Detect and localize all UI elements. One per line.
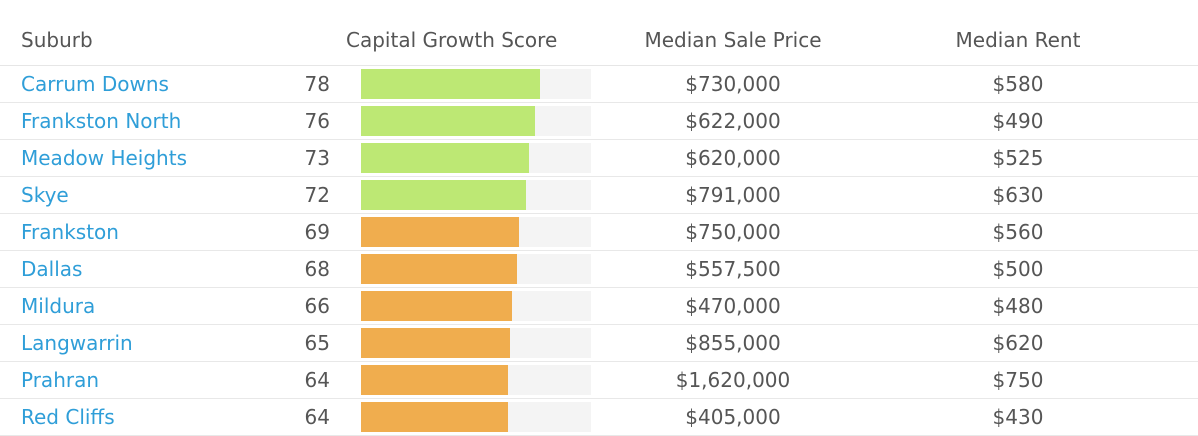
suburb-link[interactable]: Mildura <box>21 294 96 318</box>
median-sale-price: $1,620,000 <box>675 368 791 392</box>
score-bar-track <box>361 180 591 210</box>
score-value: 72 <box>304 183 330 207</box>
table-row: Skye 72 $791,000 $630 <box>0 177 1198 214</box>
score-value: 64 <box>304 368 330 392</box>
suburb-link[interactable]: Prahran <box>21 368 100 392</box>
median-rent: $525 <box>992 146 1044 170</box>
score-bar-track <box>361 106 591 136</box>
score-value: 65 <box>304 331 330 355</box>
score-bar-fill <box>361 402 508 432</box>
score-bar-fill <box>361 291 512 321</box>
suburb-link[interactable]: Frankston <box>21 220 119 244</box>
median-rent: $430 <box>992 405 1044 429</box>
median-sale-price: $750,000 <box>685 220 781 244</box>
score-bar-fill <box>361 328 510 358</box>
median-rent: $620 <box>992 331 1044 355</box>
score-bar-track <box>361 365 591 395</box>
suburb-link[interactable]: Meadow Heights <box>21 146 187 170</box>
median-rent: $490 <box>992 109 1044 133</box>
score-bar-fill <box>361 180 526 210</box>
score-value: 76 <box>304 109 330 133</box>
score-value: 69 <box>304 220 330 244</box>
median-rent: $630 <box>992 183 1044 207</box>
score-value: 73 <box>304 146 330 170</box>
median-sale-price: $622,000 <box>685 109 781 133</box>
score-bar-track <box>361 291 591 321</box>
table-row: Mildura 66 $470,000 $480 <box>0 288 1198 325</box>
score-bar-track <box>361 217 591 247</box>
header-median-sale-price[interactable]: Median Sale Price <box>644 28 822 52</box>
table-row: Frankston North 76 $622,000 $490 <box>0 103 1198 140</box>
score-bar-fill <box>361 254 517 284</box>
table-header: Suburb Capital Growth Score Median Sale … <box>0 0 1198 66</box>
suburb-link[interactable]: Skye <box>21 183 69 207</box>
median-sale-price: $855,000 <box>685 331 781 355</box>
median-sale-price: $405,000 <box>685 405 781 429</box>
suburb-link[interactable]: Carrum Downs <box>21 72 169 96</box>
table-row: Carrum Downs 78 $730,000 $580 <box>0 66 1198 103</box>
score-bar-track <box>361 69 591 99</box>
score-value: 68 <box>304 257 330 281</box>
median-rent: $560 <box>992 220 1044 244</box>
suburb-link[interactable]: Langwarrin <box>21 331 133 355</box>
score-bar-fill <box>361 365 508 395</box>
table-body: Carrum Downs 78 $730,000 $580 Frankston Nort… <box>0 66 1198 436</box>
score-bar-fill <box>361 69 540 99</box>
median-rent: $580 <box>992 72 1044 96</box>
table-row: Dallas 68 $557,500 $500 <box>0 251 1198 288</box>
median-sale-price: $557,500 <box>685 257 781 281</box>
table-row: Langwarrin 65 $855,000 $620 <box>0 325 1198 362</box>
median-rent: $500 <box>992 257 1044 281</box>
median-rent: $750 <box>992 368 1044 392</box>
suburb-link[interactable]: Frankston North <box>21 109 182 133</box>
score-bar-fill <box>361 106 535 136</box>
score-bar-fill <box>361 143 529 173</box>
median-sale-price: $620,000 <box>685 146 781 170</box>
table-row: Frankston 69 $750,000 $560 <box>0 214 1198 251</box>
header-capital-growth-score[interactable]: Capital Growth Score <box>346 28 558 52</box>
score-bar-track <box>361 254 591 284</box>
suburb-link[interactable]: Red Cliffs <box>21 405 115 429</box>
score-value: 64 <box>304 405 330 429</box>
header-suburb[interactable]: Suburb <box>21 28 93 52</box>
score-bar-track <box>361 402 591 432</box>
score-value: 78 <box>304 72 330 96</box>
median-sale-price: $470,000 <box>685 294 781 318</box>
score-bar-track <box>361 328 591 358</box>
score-value: 66 <box>304 294 330 318</box>
table-row: Prahran 64 $1,620,000 $750 <box>0 362 1198 399</box>
median-sale-price: $791,000 <box>685 183 781 207</box>
suburb-link[interactable]: Dallas <box>21 257 83 281</box>
score-bar-fill <box>361 217 519 247</box>
table-row: Meadow Heights 73 $620,000 $525 <box>0 140 1198 177</box>
header-median-rent[interactable]: Median Rent <box>955 28 1081 52</box>
median-sale-price: $730,000 <box>685 72 781 96</box>
table-row: Red Cliffs 64 $405,000 $430 <box>0 399 1198 436</box>
median-rent: $480 <box>992 294 1044 318</box>
score-bar-track <box>361 143 591 173</box>
